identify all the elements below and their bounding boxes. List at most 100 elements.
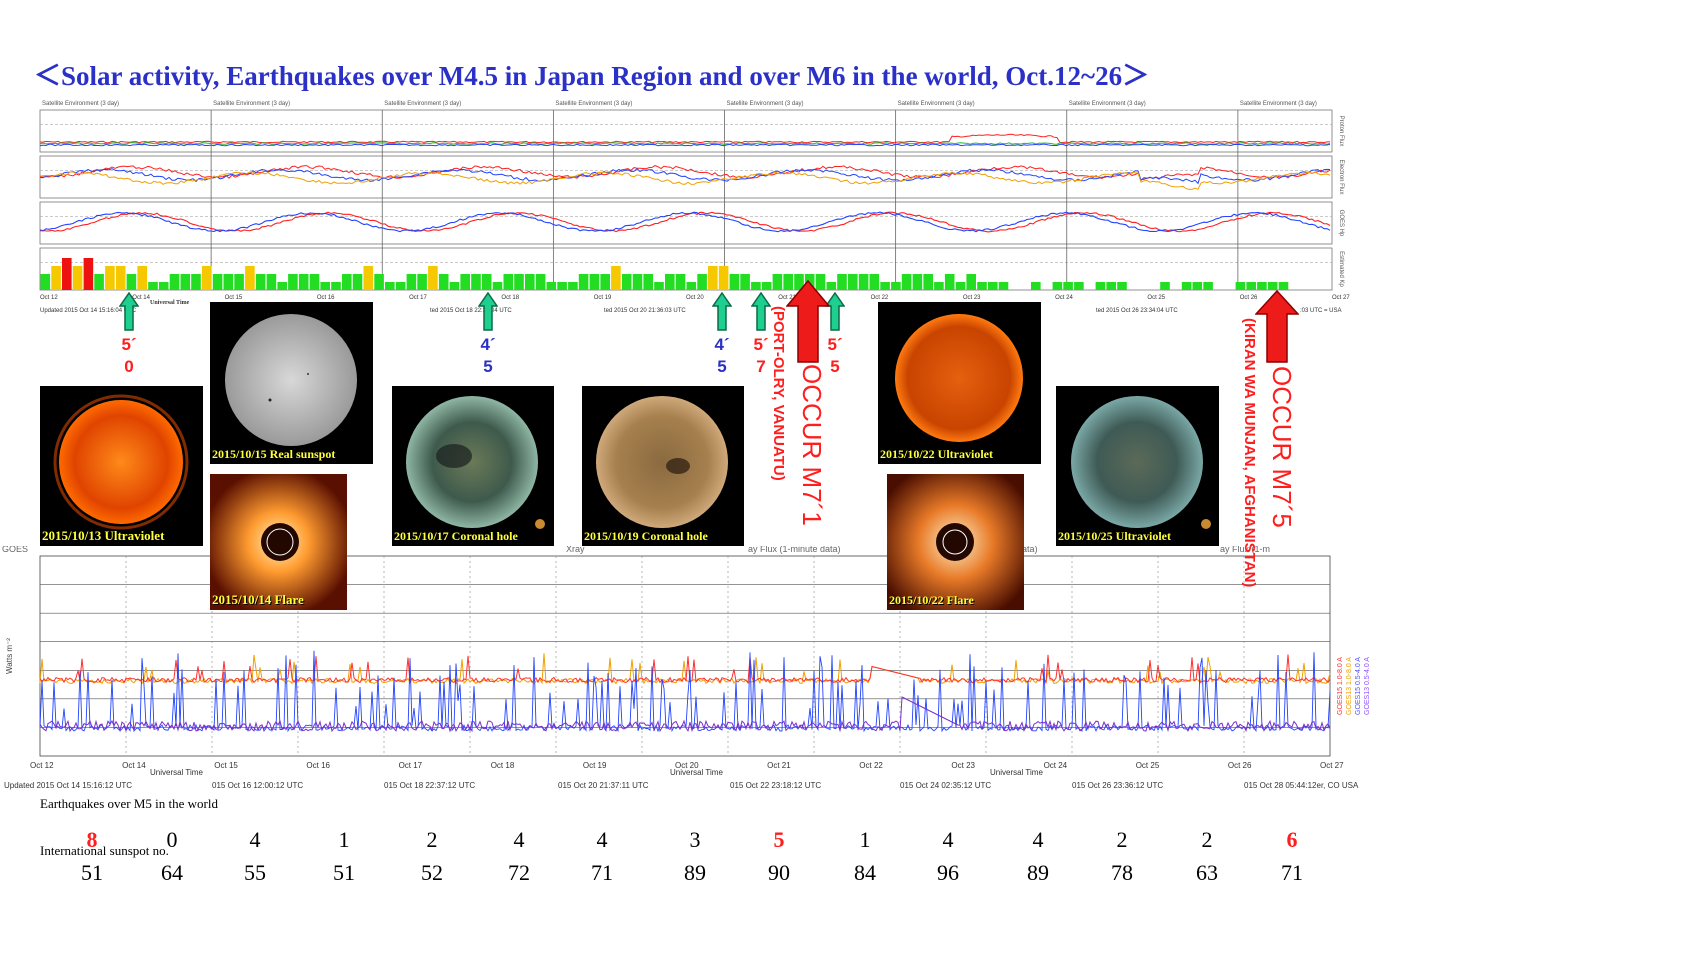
bottom-date-tick: Oct 18 <box>491 761 515 770</box>
bottom-footer-text: 015 Oct 18 22:37:12 UTC <box>384 781 475 790</box>
kp-bar <box>1160 282 1170 290</box>
kp-bar <box>535 274 546 290</box>
kp-bar <box>988 282 998 290</box>
kp-bar <box>578 274 589 290</box>
sunspot-number-cell: 51 <box>333 860 355 885</box>
sun-image-caption: 2015/10/22 Ultraviolet <box>880 447 993 461</box>
kp-bar <box>481 274 492 290</box>
sunspot-number-cell: 55 <box>244 860 266 885</box>
kp-bar <box>105 266 115 290</box>
kp-bar <box>309 274 320 290</box>
sunspot-number-cell: 84 <box>854 860 876 885</box>
kp-bar <box>503 274 514 290</box>
kp-bar <box>600 274 610 290</box>
kp-bar <box>1203 282 1213 290</box>
sun-image-caption: 2015/10/22 Flare <box>889 593 974 607</box>
top-axis-label: Proton Flux <box>1338 116 1344 147</box>
goes-hp-line <box>39 211 1331 233</box>
sun-image-caption: 2015/10/25 Ultraviolet <box>1058 529 1171 543</box>
earthquake-arrow-icon <box>119 292 139 331</box>
xray-title-fragment: Xray <box>566 546 585 554</box>
top-date-tick: Oct 27 <box>1332 295 1350 301</box>
kp-bar <box>934 282 944 290</box>
kp-bar <box>923 274 933 290</box>
sunspot-number-cell: 64 <box>161 860 183 885</box>
sun-image-caption: 2015/10/19 Coronal hole <box>584 529 708 543</box>
kp-bar <box>72 266 83 290</box>
earthquake-count-cell: 2 <box>426 827 438 852</box>
earthquake-count-cell: 4 <box>596 827 608 852</box>
kp-bar <box>385 282 395 290</box>
kp-bar <box>869 274 880 290</box>
bottom-date-tick: Oct 22 <box>859 761 883 770</box>
bottom-date-tick: Oct 27 <box>1320 761 1344 770</box>
xray-legend-item: GOES13 1.0-8.0 A <box>1346 657 1353 715</box>
sunspot-number-cell: 72 <box>508 860 530 885</box>
kp-bar <box>374 274 384 290</box>
kp-bar <box>718 266 729 290</box>
kp-bar <box>1031 282 1041 290</box>
kp-bar <box>169 274 180 290</box>
sunspot-number-cell: 78 <box>1111 860 1133 885</box>
bottom-date-tick: Oct 16 <box>306 761 330 770</box>
kp-bar <box>428 266 438 290</box>
bottom-footer-text: 015 Oct 22 23:18:12 UTC <box>730 781 821 790</box>
bottom-date-tick: Oct 14 <box>122 761 146 770</box>
kp-bar <box>417 274 427 290</box>
kp-bar <box>568 282 578 290</box>
sunspot-number-cell: 90 <box>768 860 790 885</box>
earthquake-count-cell: 4 <box>249 827 261 852</box>
panel-header: Satellite Environment (3 day) <box>1069 101 1146 107</box>
kp-bar <box>546 282 557 290</box>
kp-bar <box>1052 282 1063 290</box>
kp-bar <box>288 274 298 290</box>
sun-image-caption: 2015/10/14 Flare <box>212 592 304 607</box>
sunspot-row-label: International sunspot no. <box>40 843 169 858</box>
kp-bar <box>126 274 137 290</box>
kp-bar <box>751 282 761 290</box>
top-date-tick: Oct 19 <box>594 295 612 301</box>
kp-bar <box>62 258 72 290</box>
xray-ylabel: Watts m⁻² <box>5 638 14 674</box>
sun-image-coronal-1017: 2015/10/17 Coronal hole <box>392 386 554 546</box>
kp-bar <box>180 274 191 290</box>
kp-bar <box>761 282 772 290</box>
kp-bar <box>1267 282 1278 290</box>
kp-bar <box>686 282 697 290</box>
kp-bar <box>589 274 600 290</box>
bottom-date-tick: Oct 20 <box>675 761 699 770</box>
earthquake-arrow-icon <box>712 292 732 331</box>
kp-bar <box>557 282 567 290</box>
major-quake-arrow-icon <box>1255 290 1299 363</box>
kp-bar <box>912 274 923 290</box>
quake-magnitude-label: 4´ 5 <box>475 334 501 378</box>
kp-bar <box>794 274 804 290</box>
sun-image-flare-1014: 2015/10/14 Flare <box>210 474 347 610</box>
bottom-date-tick: Oct 17 <box>399 761 423 770</box>
kp-bar <box>212 274 223 290</box>
kp-bar <box>255 274 266 290</box>
sun-image-flare-1022: 2015/10/22 Flare <box>887 474 1024 610</box>
bottom-footer-text: 015 Oct 28 05:44:12er, CO USA <box>1244 781 1359 790</box>
kp-bar <box>772 274 783 290</box>
kp-bar <box>1106 282 1116 290</box>
kp-bar <box>621 274 632 290</box>
event-place-afghanistan: (KIRAN WA MUNJAN, AFGHANISTAN) <box>1241 318 1258 588</box>
earthquake-count-cell: 4 <box>1032 827 1044 852</box>
xray-short-line-purple <box>39 696 1331 733</box>
top-axis-label: Electron Flux <box>1338 159 1344 194</box>
bottom-date-tick: Oct 24 <box>1044 761 1068 770</box>
sunspot-number-cell: 52 <box>421 860 443 885</box>
kp-bar <box>1095 282 1106 290</box>
earthquake-count-cell: 2 <box>1116 827 1128 852</box>
kp-bar <box>449 282 460 290</box>
kp-bar <box>708 266 718 290</box>
panel-header: Satellite Environment (3 day) <box>384 101 461 107</box>
xray-title-fragment: ay Flux (1-m <box>1220 546 1270 554</box>
top-footer-text: ted 2015 Oct 26 23:34:04 UTC <box>1096 308 1178 314</box>
kp-bar <box>406 274 417 290</box>
kp-bar <box>320 282 330 290</box>
top-footer-text: ted 2015 Oct 20 21:36:03 UTC <box>604 308 686 314</box>
bottom-footer-text: 015 Oct 24 02:35:12 UTC <box>900 781 991 790</box>
earthquake-count-cell: 5 <box>773 827 785 852</box>
